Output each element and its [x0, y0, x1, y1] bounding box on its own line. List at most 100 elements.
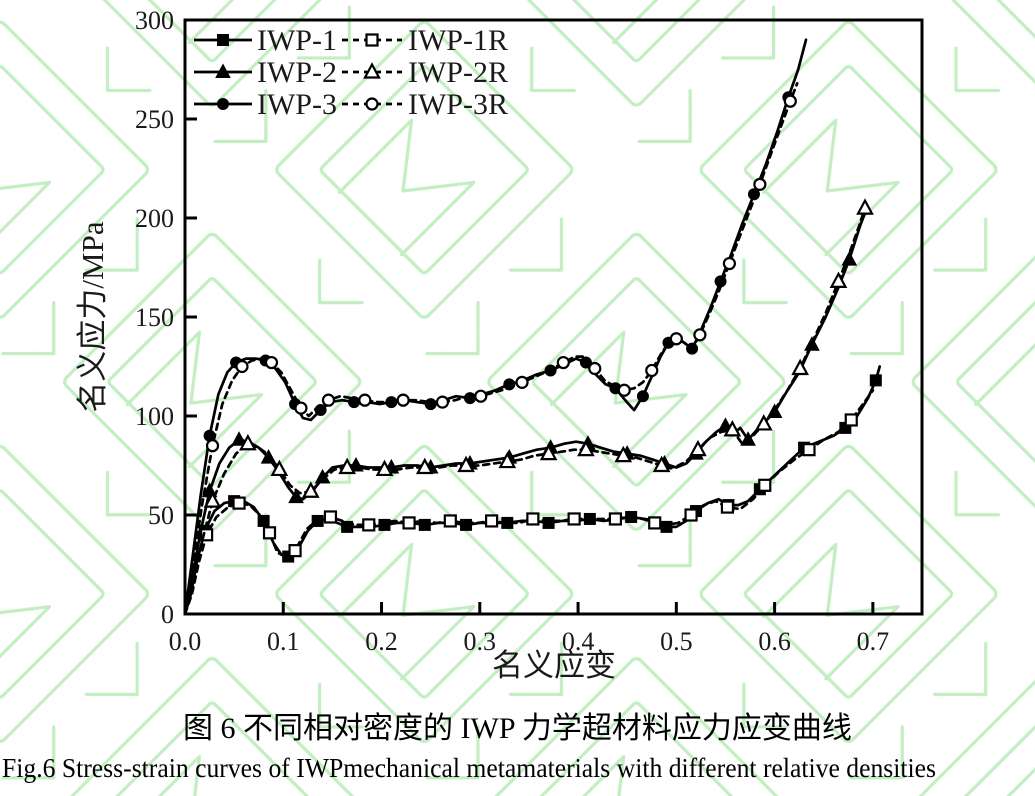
- square-open-marker: [648, 516, 662, 530]
- circle-open-marker: [588, 361, 602, 376]
- triangle-open-marker: [652, 455, 671, 473]
- x-tick-label: 0.1: [267, 627, 300, 656]
- circle-open-marker: [264, 355, 279, 370]
- square-open-marker: [484, 514, 499, 528]
- circle-filled-marker: [636, 390, 649, 403]
- triangle-open-marker: [415, 457, 434, 475]
- triangle-open-marker: [689, 439, 707, 457]
- circle-open-marker: [321, 393, 336, 407]
- triangle-filled-marker: [804, 336, 820, 351]
- axis-ticks: 0.0 0.1 0.2 0.3 0.4 0.5 0.6 0.7 0 50 100 150 200 250 3…: [135, 6, 889, 656]
- circle-open-marker: [693, 328, 707, 342]
- y-tick-label: 150: [135, 303, 174, 332]
- triangle-open-marker: [239, 433, 257, 451]
- circle-open-marker: [294, 401, 308, 415]
- square-open-marker: [526, 512, 540, 526]
- square-open-marker: [288, 544, 302, 558]
- square-filled-marker: [460, 518, 473, 531]
- square-open-marker: [802, 443, 816, 457]
- triangle-open-marker: [577, 439, 595, 457]
- circle-filled-marker: [217, 98, 229, 110]
- curve-line-solid: [183, 38, 808, 616]
- square-open-marker: [365, 33, 379, 47]
- circle-open-marker: [515, 375, 529, 389]
- legend-label-IWP-1R: IWP-1R: [408, 24, 508, 57]
- x-tick-label: 0.6: [758, 627, 791, 656]
- square-open-marker: [758, 478, 772, 492]
- curve-line-dashed: [183, 82, 799, 616]
- x-tick-label: 0.3: [464, 627, 497, 656]
- stress-strain-chart: 0.0 0.1 0.2 0.3 0.4 0.5 0.6 0.7 0 50 100 150 200 250 3…: [75, 6, 924, 683]
- triangle-open-marker: [539, 443, 558, 461]
- square-open-marker: [608, 512, 623, 526]
- triangle-open-marker: [791, 358, 809, 376]
- triangle-open-marker: [203, 491, 222, 508]
- circle-open-marker: [205, 439, 220, 453]
- legend-label-IWP-1: IWP-1: [257, 24, 337, 57]
- square-open-marker: [720, 500, 735, 514]
- legend-label-IWP-2: IWP-2: [257, 56, 337, 89]
- circle-open-marker: [556, 355, 570, 370]
- triangle-open-marker: [829, 271, 848, 288]
- triangle-open-marker: [338, 457, 356, 475]
- triangle-filled-marker: [288, 488, 304, 504]
- square-filled-marker: [869, 374, 882, 387]
- caption-chinese: 图 6 不同相对密度的 IWP 力学超材料应力应变曲线: [183, 712, 852, 745]
- circle-open-marker: [722, 256, 736, 271]
- triangle-open-marker: [363, 62, 381, 79]
- x-tick-label: 0.7: [857, 627, 890, 656]
- y-axis-title: 名义应力/MPa: [75, 221, 110, 412]
- circle-open-marker: [783, 94, 797, 108]
- square-open-marker: [844, 413, 858, 427]
- legend-label-IWP-3R: IWP-3R: [408, 88, 508, 121]
- circle-open-marker: [474, 389, 488, 403]
- plot-frame: [183, 18, 924, 616]
- y-tick-label: 100: [135, 402, 174, 431]
- x-tick-label: 0.4: [562, 627, 595, 656]
- curve-line-dashed: [183, 388, 875, 616]
- triangle-filled-marker: [215, 63, 231, 78]
- square-filled-marker: [542, 516, 555, 529]
- circle-filled-marker: [424, 398, 437, 411]
- square-open-marker: [232, 496, 246, 510]
- square-open-marker: [684, 508, 698, 522]
- square-open-marker: [402, 516, 416, 530]
- triangle-open-marker: [754, 414, 773, 431]
- triangle-filled-marker: [841, 251, 858, 266]
- circle-open-marker: [669, 332, 683, 346]
- y-tick-label: 200: [135, 204, 174, 233]
- triangle-open-marker: [614, 445, 633, 463]
- x-tick-label: 0.5: [660, 627, 693, 656]
- circle-open-marker: [365, 97, 379, 111]
- curve-IWP-3: [183, 38, 808, 616]
- square-open-marker: [567, 512, 581, 526]
- legend-label-IWP-2R: IWP-2R: [408, 56, 508, 89]
- curve-IWP-1R: [183, 388, 875, 616]
- y-tick-label: 0: [161, 600, 174, 629]
- legend-label-IWP-3: IWP-3: [257, 88, 337, 121]
- caption-english: Fig.6 Stress-strain curves of IWPmechani…: [2, 753, 937, 783]
- circle-open-marker: [396, 393, 410, 407]
- x-axis-title: 名义应变: [492, 648, 616, 683]
- triangle-open-marker: [375, 459, 394, 477]
- triangle-open-marker: [270, 459, 289, 477]
- triangle-filled-marker: [231, 431, 247, 446]
- x-tick-label: 0.2: [365, 627, 398, 656]
- square-open-marker: [443, 514, 457, 528]
- y-tick-label: 250: [135, 105, 174, 134]
- curves-group: [183, 38, 882, 616]
- curve-IWP-2R: [183, 198, 874, 616]
- triangle-open-marker: [723, 420, 742, 437]
- square-open-marker: [323, 510, 338, 524]
- triangle-open-marker: [457, 455, 475, 473]
- triangle-open-marker: [498, 451, 517, 469]
- circle-open-marker: [358, 393, 372, 407]
- y-tick-label: 50: [148, 501, 174, 530]
- square-filled-marker: [418, 518, 431, 531]
- circle-open-marker: [617, 383, 631, 397]
- square-open-marker: [262, 526, 277, 540]
- square-filled-marker: [378, 518, 391, 531]
